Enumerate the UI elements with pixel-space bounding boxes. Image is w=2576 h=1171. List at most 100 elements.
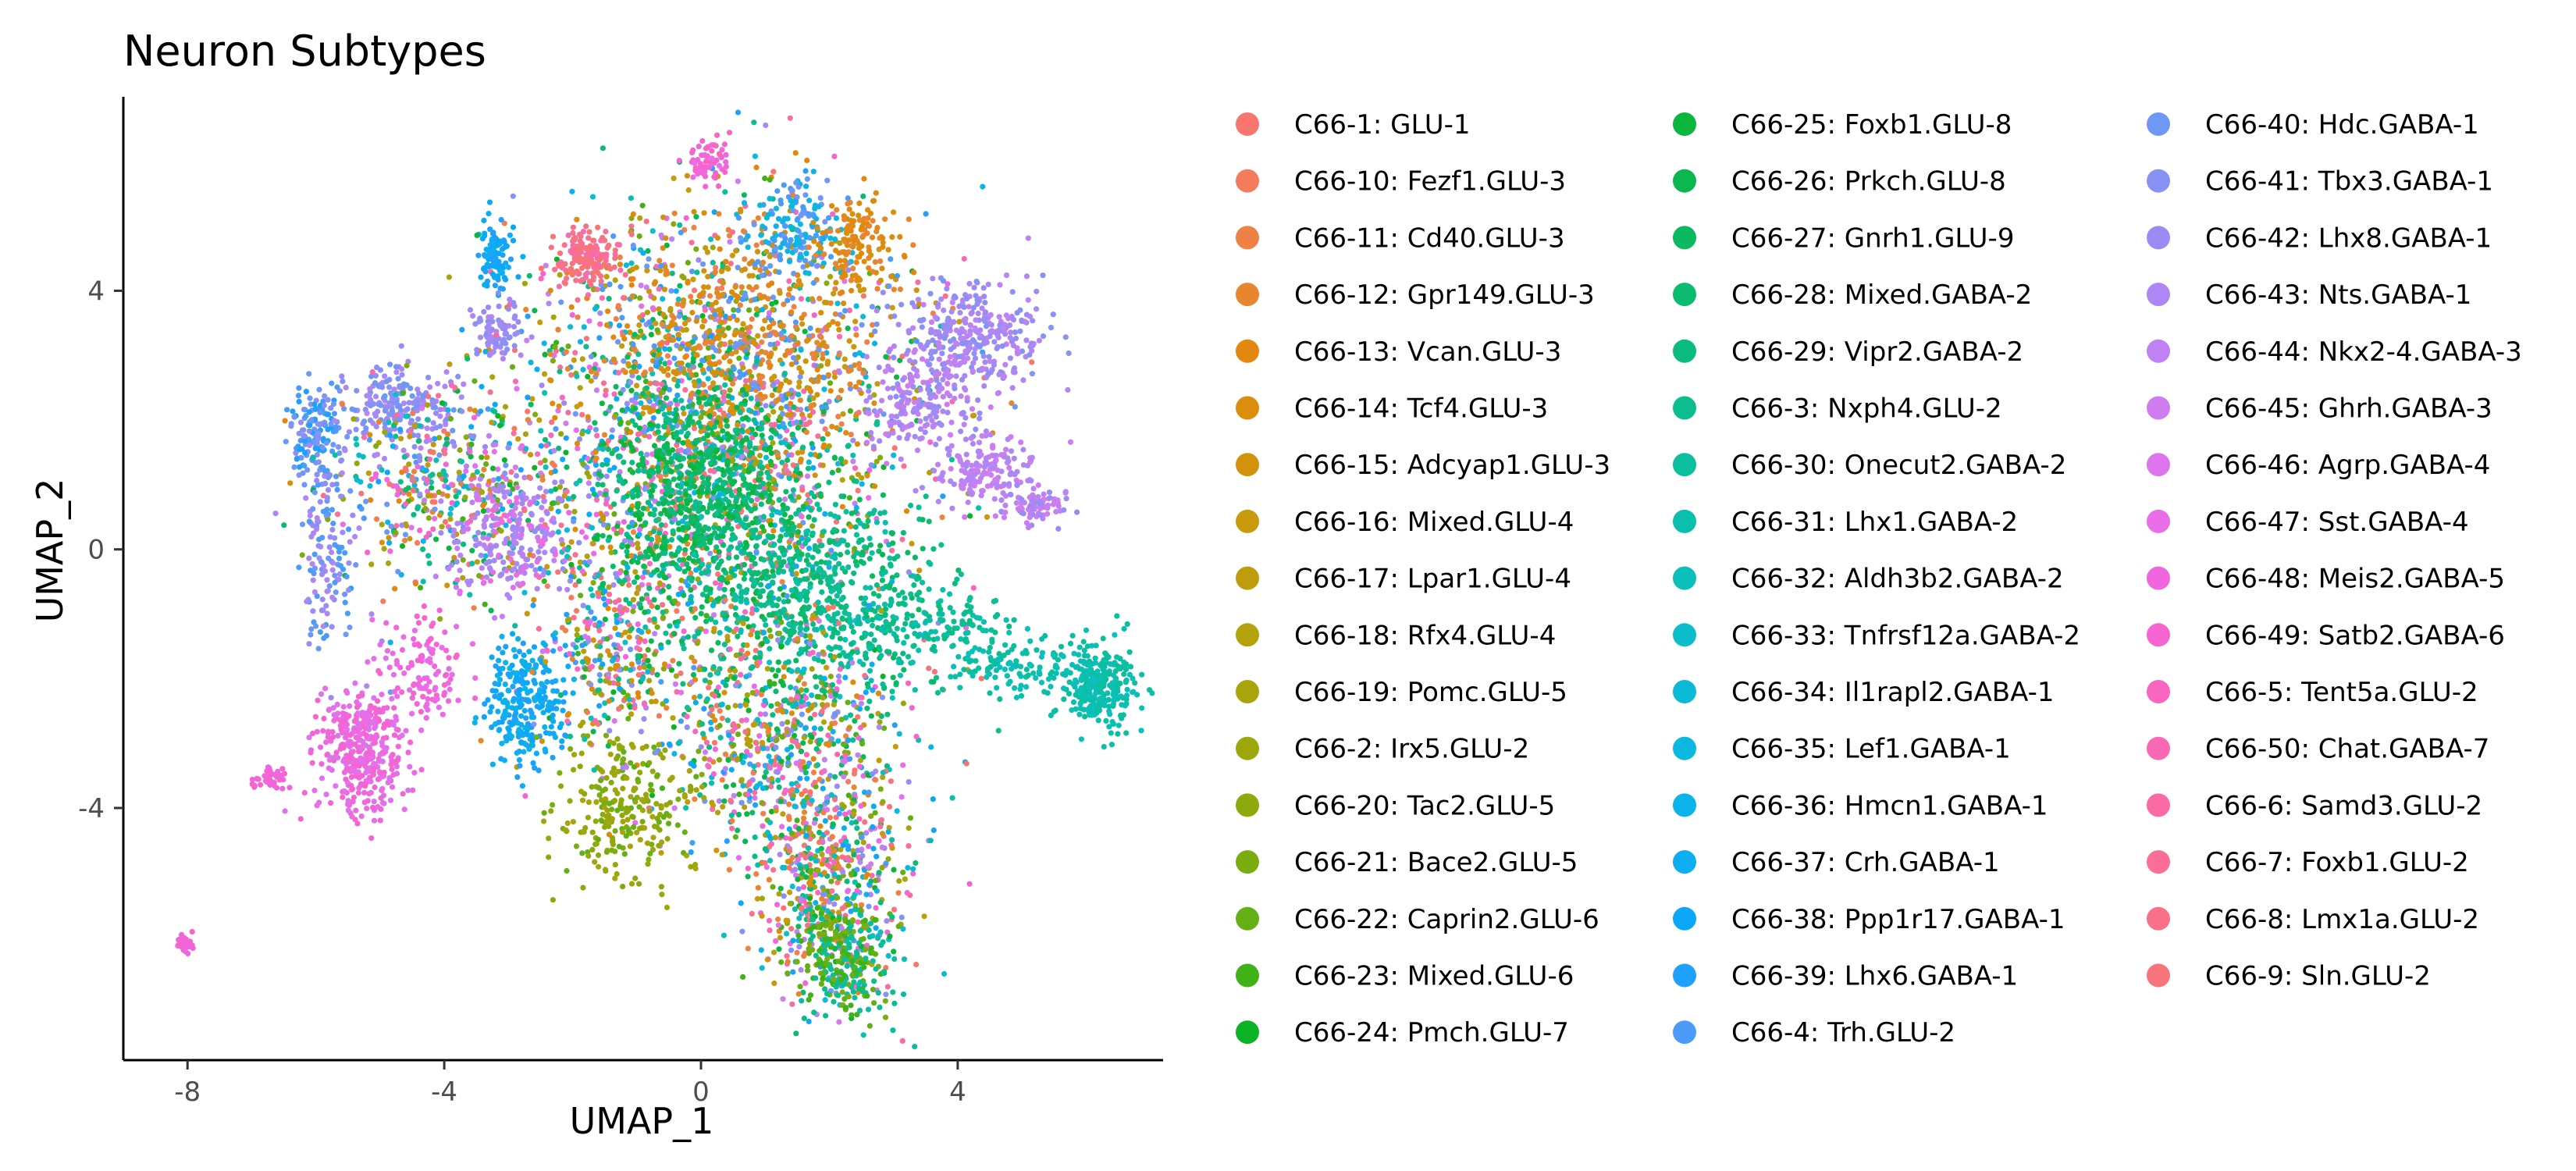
data-point: [543, 464, 549, 471]
data-point: [845, 326, 851, 332]
data-point: [745, 865, 751, 872]
data-point: [820, 695, 826, 701]
data-point: [671, 175, 677, 181]
data-point: [714, 397, 720, 403]
data-point: [869, 573, 876, 579]
data-point: [1012, 404, 1018, 410]
data-point: [820, 570, 827, 576]
data-point: [854, 441, 860, 447]
data-point: [621, 336, 628, 342]
data-point: [564, 365, 571, 372]
data-point: [792, 867, 799, 873]
data-point: [839, 615, 845, 621]
data-point: [723, 784, 729, 790]
data-point: [600, 446, 607, 452]
data-point: [647, 421, 653, 428]
data-point: [785, 291, 792, 298]
data-point: [849, 624, 855, 630]
data-point: [788, 361, 795, 368]
data-point: [762, 763, 768, 769]
data-point: [792, 283, 799, 290]
data-point: [703, 183, 709, 190]
data-point: [643, 284, 649, 290]
data-point: [688, 578, 695, 584]
data-point: [809, 296, 815, 302]
data-point: [692, 383, 698, 389]
data-point: [667, 623, 673, 629]
data-point: [845, 542, 851, 548]
data-point: [858, 558, 864, 565]
data-point: [847, 712, 854, 718]
data-point: [849, 580, 856, 586]
data-point: [769, 776, 775, 782]
data-point: [585, 480, 592, 486]
data-point: [735, 731, 742, 738]
data-point: [676, 660, 682, 667]
data-point: [678, 536, 685, 543]
data-point: [831, 710, 838, 717]
data-point: [621, 495, 627, 501]
data-point: [656, 258, 663, 264]
data-point: [678, 638, 685, 644]
data-point: [675, 520, 681, 526]
data-point: [509, 364, 516, 370]
data-point: [695, 576, 701, 582]
data-point: [512, 623, 518, 629]
data-point: [632, 569, 639, 575]
data-point: [724, 838, 730, 844]
data-point: [716, 756, 723, 763]
data-point: [742, 516, 749, 522]
data-point: [709, 339, 715, 345]
data-point: [645, 247, 651, 254]
data-point: [949, 505, 955, 511]
data-point: [642, 609, 648, 615]
data-point: [482, 601, 488, 607]
data-point: [697, 344, 703, 351]
data-point: [788, 567, 795, 573]
data-point: [499, 614, 506, 620]
data-point: [749, 689, 756, 696]
data-point: [657, 268, 664, 274]
data-point: [772, 252, 778, 258]
data-point: [688, 760, 694, 767]
data-point: [740, 614, 746, 621]
data-point: [592, 426, 600, 432]
data-point: [674, 392, 681, 398]
data-point: [563, 503, 569, 510]
data-point: [888, 256, 894, 262]
data-point: [774, 737, 780, 743]
data-point: [872, 328, 878, 334]
data-point: [459, 326, 465, 333]
data-point: [655, 423, 661, 429]
data-point: [889, 695, 895, 701]
data-point: [757, 602, 764, 608]
data-point: [786, 475, 792, 482]
data-point: [905, 653, 912, 660]
data-point: [780, 545, 786, 552]
data-point: [851, 702, 857, 708]
data-point: [387, 639, 393, 646]
data-point: [667, 322, 674, 329]
data-point: [702, 756, 708, 762]
data-point: [711, 525, 717, 531]
data-point: [710, 771, 717, 778]
data-point: [688, 240, 695, 246]
data-point: [778, 758, 785, 764]
data-point: [653, 543, 660, 550]
data-point: [716, 596, 722, 602]
data-point: [628, 195, 635, 201]
data-point: [636, 322, 642, 329]
data-point: [817, 506, 823, 513]
data-point: [719, 486, 725, 492]
data-point: [836, 351, 842, 358]
data-point: [931, 668, 938, 675]
data-point: [802, 770, 809, 776]
data-point: [757, 593, 763, 600]
data-point: [706, 525, 712, 532]
data-point: [856, 361, 863, 367]
data-point: [646, 256, 652, 262]
data-point: [860, 293, 866, 299]
data-point: [732, 611, 739, 618]
data-point: [725, 393, 732, 399]
data-point: [815, 433, 821, 440]
